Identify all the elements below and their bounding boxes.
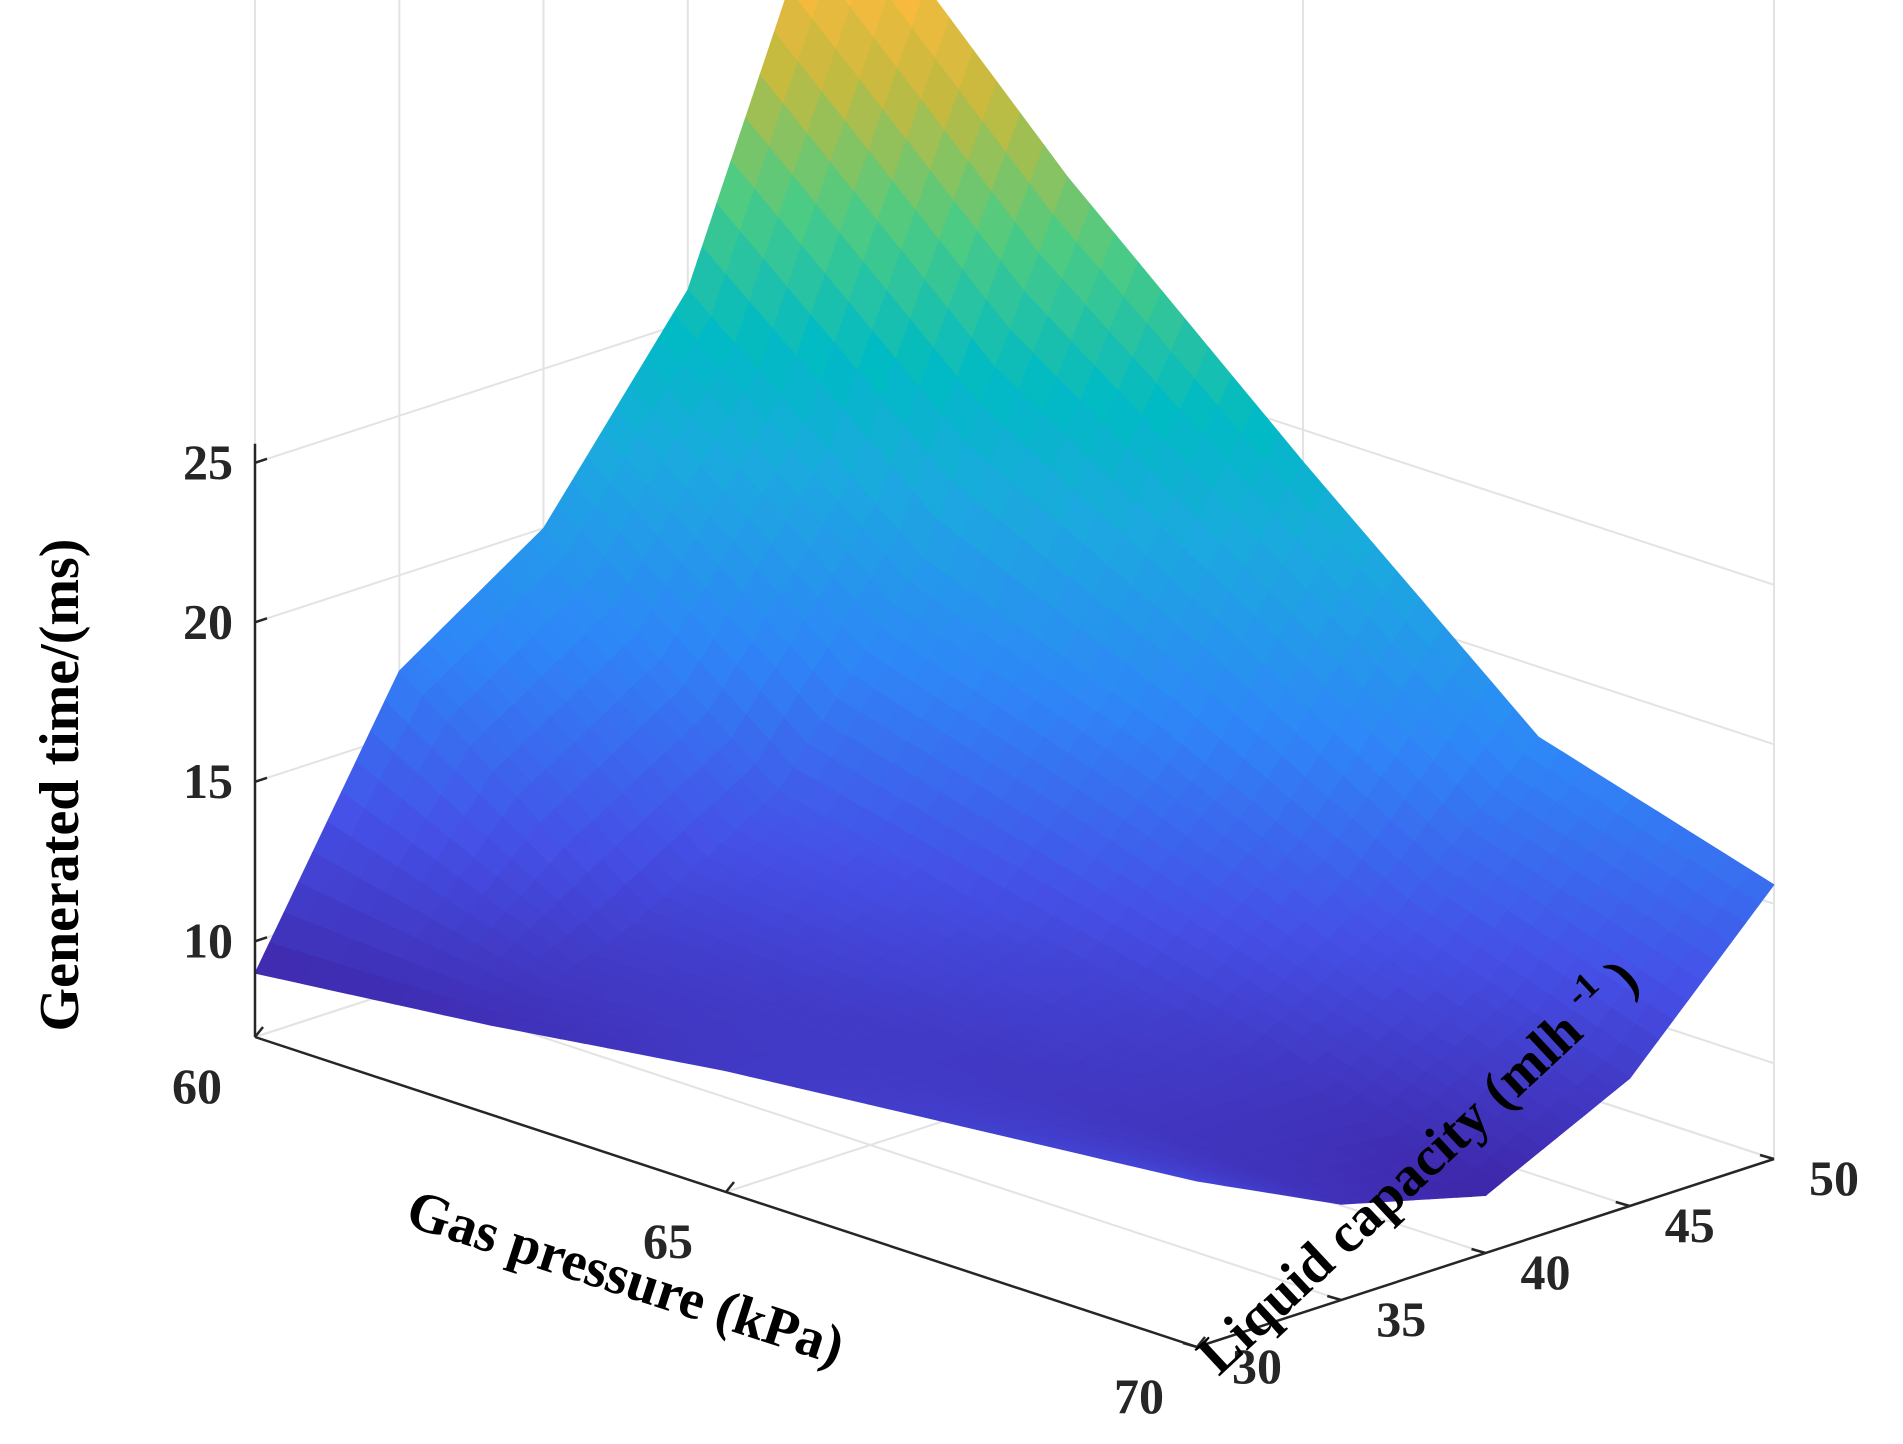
y-tick-mark — [1182, 1341, 1198, 1349]
z-tick-mark — [254, 936, 268, 943]
z-tick-mark — [254, 617, 268, 624]
x-tick-mark — [725, 1181, 735, 1193]
z-tick-label: 20 — [183, 593, 233, 649]
y-tick-label: 50 — [1809, 1150, 1859, 1206]
y-tick-label: 40 — [1521, 1244, 1571, 1300]
x-tick-label: 70 — [1114, 1368, 1164, 1424]
z-tick-mark — [254, 776, 268, 783]
y-tick-mark — [1759, 1153, 1775, 1161]
z-tick-label: 25 — [183, 434, 233, 490]
x-tick-label: 65 — [643, 1213, 693, 1269]
surface-layer — [254, 0, 1775, 1205]
axis-layer — [253, 443, 1775, 1349]
y-tick-mark — [1471, 1247, 1486, 1255]
z-tick-label: 10 — [183, 912, 233, 968]
tick-layer: 10 15 20 25 60 65 70 30 35 40 45 50 — [172, 434, 1859, 1424]
y-tick-mark — [1615, 1200, 1631, 1208]
z-tick-label: 15 — [183, 753, 233, 809]
x-tick-label: 60 — [172, 1058, 222, 1114]
y-tick-label: 45 — [1665, 1197, 1715, 1253]
z-tick-mark — [254, 457, 268, 464]
surface-patch — [1173, 1175, 1212, 1184]
x-tick-mark — [1196, 1336, 1206, 1348]
y-tick-mark — [1326, 1294, 1342, 1302]
y-tick-label: 35 — [1376, 1291, 1426, 1347]
y-tick-label: 30 — [1232, 1338, 1282, 1394]
z-axis-label: Generated time/(ms) — [29, 539, 91, 1032]
x-tick-mark — [254, 1026, 264, 1038]
x-axis-label: Gas pressure (kPa) — [399, 1178, 851, 1378]
